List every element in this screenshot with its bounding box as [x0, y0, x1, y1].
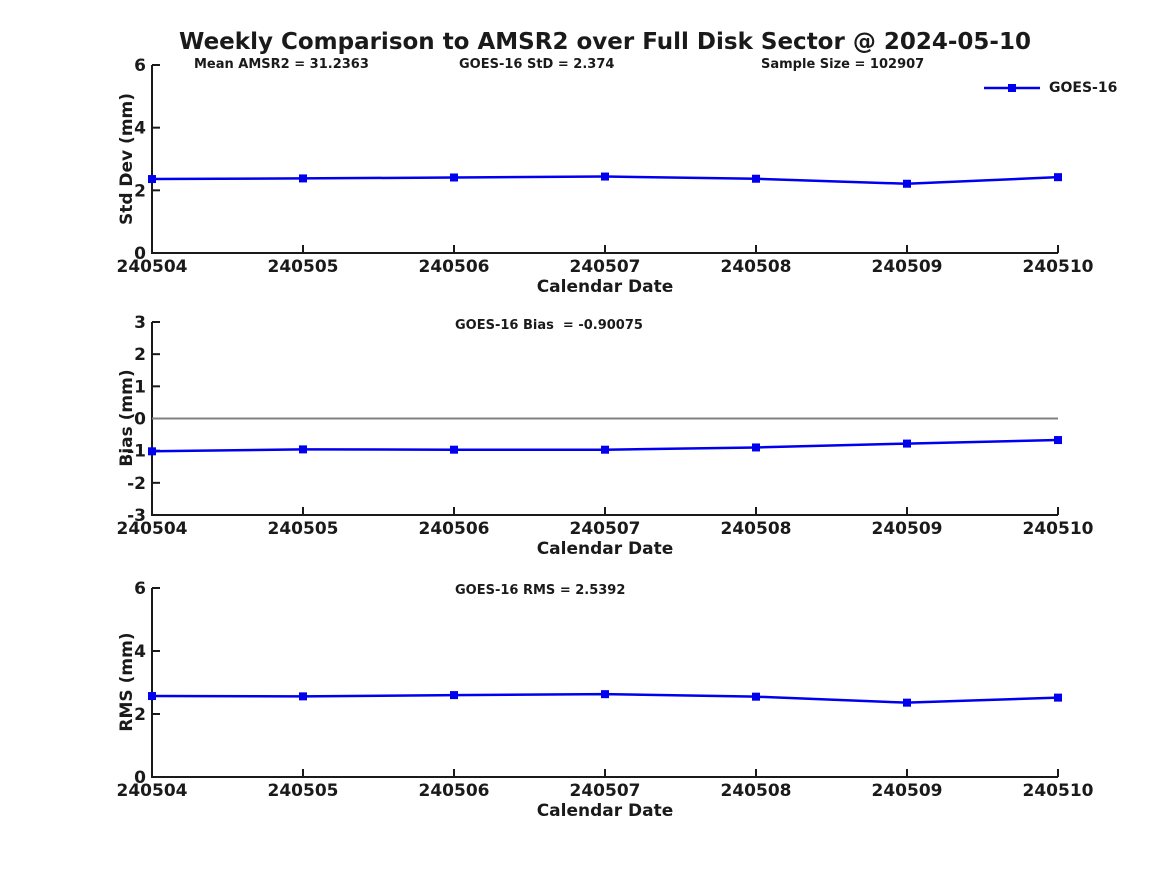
x-tick-label: 240509 — [872, 781, 943, 801]
x-tick-label: 240504 — [117, 519, 188, 539]
y-tick-label: 2 — [134, 705, 146, 725]
annotation-goes16-std: GOES-16 StD = 2.374 — [459, 57, 615, 72]
y-tick-label: 2 — [134, 345, 146, 365]
ylabel-stddev: Std Dev (mm) — [117, 92, 137, 226]
x-tick-label: 240505 — [268, 781, 339, 801]
legend: GOES-16 — [983, 80, 1117, 96]
data-point-marker — [601, 445, 609, 454]
data-point-marker — [299, 174, 307, 183]
x-tick-label: 240510 — [1023, 519, 1094, 539]
x-tick-label: 240507 — [570, 519, 641, 539]
x-tick-label: 240506 — [419, 781, 490, 801]
y-tick-label: -1 — [127, 442, 146, 462]
x-tick-label: 240506 — [419, 519, 490, 539]
x-tick-label: 240504 — [117, 257, 188, 277]
data-point-marker — [903, 439, 911, 448]
data-point-marker — [903, 179, 911, 188]
y-tick-label: 2 — [134, 181, 146, 201]
annotation-goes16-rms: GOES-16 RMS = 2.5392 — [455, 583, 626, 598]
data-point-marker — [1054, 436, 1062, 445]
data-point-marker — [601, 172, 609, 181]
y-tick-label: 6 — [134, 56, 146, 76]
x-tick-label: 240510 — [1023, 257, 1094, 277]
data-point-marker — [752, 443, 760, 452]
x-tick-label: 240508 — [721, 257, 792, 277]
x-tick-label: 240505 — [268, 519, 339, 539]
x-tick-label: 240507 — [570, 257, 641, 277]
data-point-marker — [601, 690, 609, 699]
legend-line-icon — [984, 84, 1040, 92]
annotation-sample-size: Sample Size = 102907 — [761, 57, 925, 72]
x-tick-label: 240508 — [721, 519, 792, 539]
x-tick-label: 240505 — [268, 257, 339, 277]
y-tick-label: 4 — [134, 119, 146, 139]
y-tick-label: 4 — [134, 642, 146, 662]
data-point-marker — [903, 698, 911, 707]
data-point-marker — [299, 445, 307, 454]
y-tick-label: 0 — [134, 244, 146, 264]
x-tick-label: 240506 — [419, 257, 490, 277]
data-point-marker — [148, 447, 156, 456]
data-point-marker — [299, 692, 307, 701]
y-tick-label: 0 — [134, 768, 146, 788]
x-tick-label: 240510 — [1023, 781, 1094, 801]
xlabel-calendar-date-3: Calendar Date — [536, 801, 674, 821]
data-point-marker — [752, 174, 760, 183]
y-tick-label: -2 — [127, 474, 146, 494]
y-tick-label: -3 — [127, 506, 146, 526]
figure-title: Weekly Comparison to AMSR2 over Full Dis… — [179, 29, 1031, 55]
data-point-marker — [1054, 173, 1062, 182]
x-tick-label: 240508 — [721, 781, 792, 801]
data-point-marker — [450, 445, 458, 454]
x-tick-label: 240509 — [872, 519, 943, 539]
data-point-marker — [148, 175, 156, 184]
xlabel-calendar-date-2: Calendar Date — [536, 539, 674, 559]
data-point-marker — [148, 692, 156, 701]
data-point-marker — [450, 173, 458, 182]
ylabel-rms: RMS (mm) — [117, 632, 137, 732]
y-tick-label: 1 — [134, 377, 146, 397]
y-tick-label: 3 — [134, 313, 146, 333]
data-point-marker — [1054, 693, 1062, 702]
y-tick-label: 6 — [134, 579, 146, 599]
legend-label: GOES-16 — [1049, 80, 1118, 96]
x-tick-label: 240509 — [872, 257, 943, 277]
y-tick-label: 0 — [134, 410, 146, 430]
ylabel-bias: Bias (mm) — [117, 369, 137, 467]
x-tick-label: 240504 — [117, 781, 188, 801]
x-tick-label: 240507 — [570, 781, 641, 801]
data-point-marker — [752, 692, 760, 701]
annotation-goes16-bias: GOES-16 Bias = -0.90075 — [455, 318, 643, 333]
data-point-marker — [450, 691, 458, 700]
annotation-mean-amsr2: Mean AMSR2 = 31.2363 — [194, 57, 369, 72]
xlabel-calendar-date-1: Calendar Date — [536, 277, 674, 297]
